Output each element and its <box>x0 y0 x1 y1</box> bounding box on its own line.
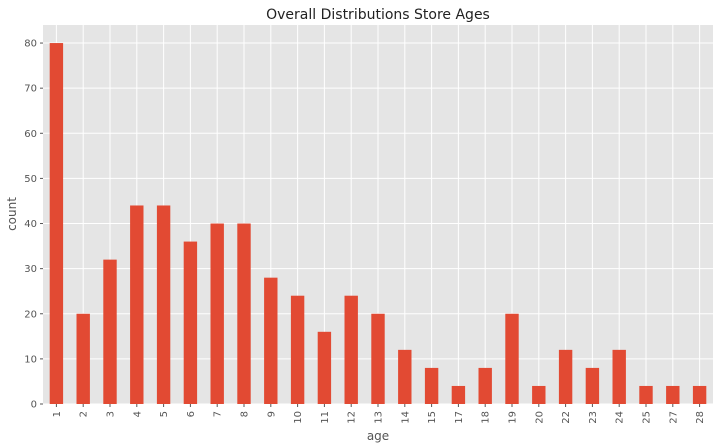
bar-age-13 <box>371 313 385 404</box>
x-tick-label: 11 <box>320 411 331 424</box>
x-tick-label: 27 <box>668 411 679 424</box>
bars-group <box>49 43 707 405</box>
y-tick-label: 10 <box>24 354 37 365</box>
bar-age-18 <box>478 367 492 404</box>
x-tick-label: 17 <box>454 411 465 424</box>
y-axis-label: count <box>5 197 19 231</box>
y-tick-label: 0 <box>31 400 37 411</box>
x-tick-label: 1 <box>52 411 63 417</box>
bar-age-20 <box>532 385 546 404</box>
x-tick-label: 8 <box>240 411 251 417</box>
x-tick-label: 7 <box>213 411 224 417</box>
x-tick-label: 14 <box>400 411 411 424</box>
x-tick-label: 24 <box>615 411 626 424</box>
bar-age-24 <box>612 349 626 404</box>
y-tick-label: 20 <box>24 309 37 320</box>
bar-age-19 <box>505 313 519 404</box>
x-tick-label: 19 <box>508 411 519 424</box>
bar-age-14 <box>398 349 412 404</box>
x-tick-label: 25 <box>642 411 653 424</box>
bar-age-7 <box>210 223 224 404</box>
x-tick-label: 5 <box>159 411 170 417</box>
chart-title: Overall Distributions Store Ages <box>266 7 490 23</box>
bar-age-5 <box>156 205 171 404</box>
bar-age-2 <box>76 313 90 404</box>
bar-age-10 <box>290 295 305 404</box>
x-axis-ticks: 1 2 3 4 5 6 7 8 9 10 11 12 13 14 15 17 18 19 20 22 23 24 25 27 2… <box>52 404 706 424</box>
x-tick-label: 3 <box>106 411 117 417</box>
x-tick-label: 10 <box>293 411 304 424</box>
bar-age-27 <box>666 385 680 404</box>
bar-age-9 <box>264 277 278 404</box>
x-tick-label: 2 <box>79 411 90 417</box>
x-tick-label: 4 <box>132 411 143 417</box>
y-tick-label: 60 <box>24 129 37 140</box>
x-tick-label: 13 <box>374 411 385 424</box>
bar-age-11 <box>317 331 332 404</box>
bar-age-8 <box>237 223 251 404</box>
x-tick-label: 6 <box>186 411 197 417</box>
y-tick-label: 40 <box>24 219 37 230</box>
bar-age-12 <box>344 295 358 404</box>
bar-age-25 <box>639 385 653 404</box>
x-axis-label: age <box>367 429 389 443</box>
x-tick-label: 20 <box>534 411 545 424</box>
bar-age-23 <box>585 367 600 404</box>
bar-age-4 <box>130 205 144 404</box>
x-tick-label: 12 <box>347 411 358 424</box>
y-tick-label: 30 <box>24 264 37 275</box>
x-tick-label: 23 <box>588 411 599 424</box>
bar-age-6 <box>183 241 198 404</box>
y-axis-ticks: 0 10 20 30 40 50 60 70 80 <box>24 39 43 411</box>
y-tick-label: 80 <box>24 39 37 50</box>
bar-age-15 <box>424 367 439 404</box>
bar-age-17 <box>451 385 466 404</box>
bar-age-28 <box>692 385 707 404</box>
x-tick-label: 15 <box>427 411 438 424</box>
x-tick-label: 18 <box>481 411 492 424</box>
y-tick-label: 70 <box>24 84 37 95</box>
x-tick-label: 9 <box>266 411 277 417</box>
y-tick-label: 50 <box>24 174 37 185</box>
x-tick-label: 28 <box>695 411 706 424</box>
x-tick-label: 22 <box>561 411 572 424</box>
bar-age-22 <box>558 349 573 404</box>
bar-age-3 <box>103 259 117 404</box>
bar-age-1 <box>49 43 64 405</box>
